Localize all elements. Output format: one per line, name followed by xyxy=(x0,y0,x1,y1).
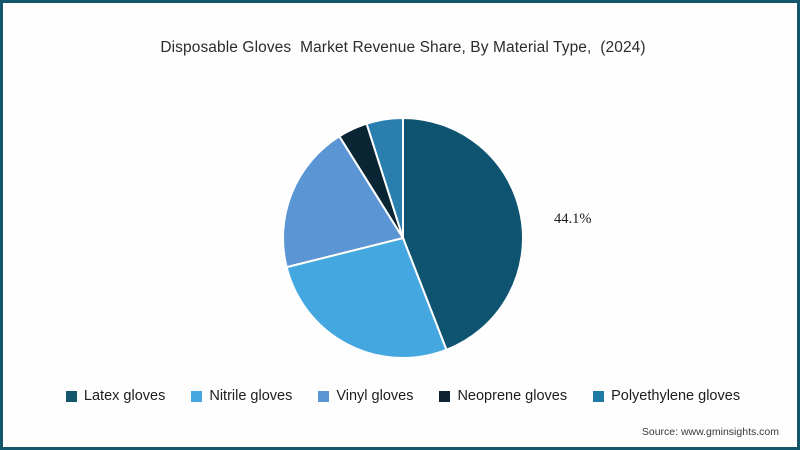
pie-slice-group xyxy=(282,116,524,360)
legend-item-polyethylene-gloves[interactable]: Polyethylene gloves xyxy=(593,388,740,404)
source-attribution: Source: www.gminsights.com xyxy=(641,426,779,438)
pie-chart-svg xyxy=(282,116,524,360)
legend-item-label: Neoprene gloves xyxy=(457,388,568,404)
page-title: Disposable Gloves Market Revenue Share, … xyxy=(160,39,646,56)
legend-item-nitrile-gloves[interactable]: Nitrile gloves xyxy=(191,388,292,404)
legend-swatch-icon xyxy=(65,390,77,402)
legend-item-label: Nitrile gloves xyxy=(209,388,293,404)
pie-slice[interactable] xyxy=(282,134,405,269)
legend-swatch-icon xyxy=(318,390,330,402)
pie-slice-data-label-latex: 44.1% xyxy=(554,211,592,227)
legend-item-label: Latex gloves xyxy=(83,388,166,404)
legend-item-label: Vinyl gloves xyxy=(336,388,414,404)
legend-swatch-icon xyxy=(593,390,605,402)
legend-item-latex-gloves[interactable]: Latex gloves xyxy=(65,388,166,404)
legend-swatch-icon xyxy=(191,390,203,402)
pie-slice[interactable] xyxy=(365,116,404,239)
legend: Latex gloves Nitrile gloves Vinyl gloves… xyxy=(3,388,800,404)
pie-slice[interactable] xyxy=(402,116,524,352)
legend-swatch-icon xyxy=(439,390,451,402)
legend-item-neoprene-gloves[interactable]: Neoprene gloves xyxy=(439,388,567,404)
pie-slice[interactable] xyxy=(285,236,448,360)
legend-item-vinyl-gloves[interactable]: Vinyl gloves xyxy=(318,388,413,404)
pie-chart xyxy=(281,116,525,360)
legend-item-label: Polyethylene gloves xyxy=(611,388,741,404)
